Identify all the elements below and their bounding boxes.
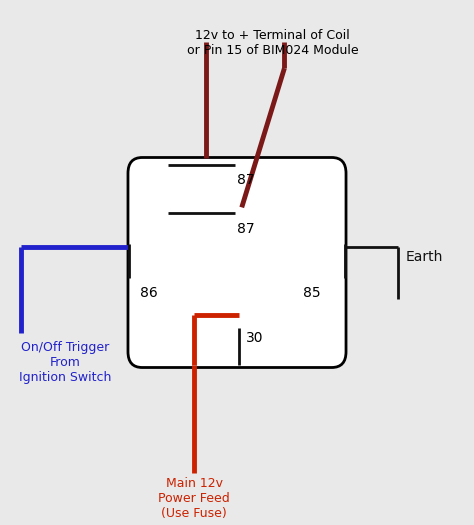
FancyBboxPatch shape (128, 158, 346, 368)
Text: 30: 30 (246, 331, 263, 345)
Text: Main 12v
Power Feed
(Use Fuse): Main 12v Power Feed (Use Fuse) (158, 477, 230, 520)
Text: Earth: Earth (405, 250, 443, 264)
Text: On/Off Trigger
From
Ignition Switch: On/Off Trigger From Ignition Switch (19, 341, 111, 384)
Text: 87: 87 (237, 173, 255, 187)
Text: 12v to + Terminal of Coil
or Pin 15 of BIM024 Module: 12v to + Terminal of Coil or Pin 15 of B… (187, 29, 358, 57)
Text: 87: 87 (237, 222, 255, 236)
Text: 85: 85 (303, 286, 321, 300)
Text: 86: 86 (140, 286, 157, 300)
